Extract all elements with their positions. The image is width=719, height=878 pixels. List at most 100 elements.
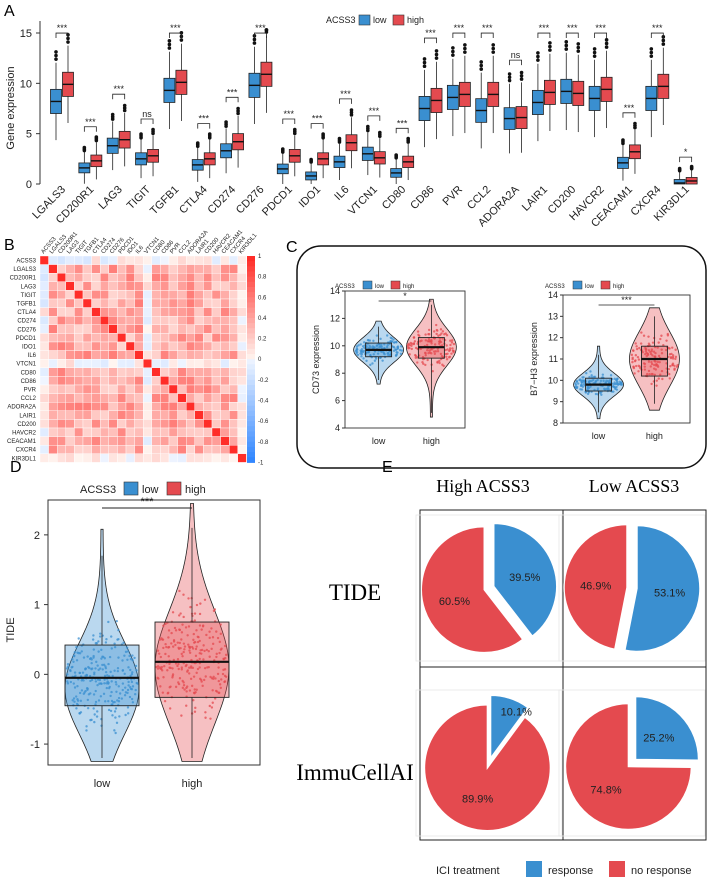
panel-b-cell	[228, 316, 238, 326]
panel-c-point	[634, 354, 638, 357]
panel-c-point	[609, 374, 613, 377]
panel-d-point	[73, 671, 77, 674]
panel-b-cell	[74, 376, 84, 386]
panel-d-point	[88, 674, 92, 678]
panel-c-point	[393, 346, 396, 349]
panel-e-label-no-response: 74.8%	[590, 785, 621, 797]
panel-b-cell	[237, 367, 247, 377]
panel-c-point	[427, 337, 431, 341]
panel-d-point	[156, 665, 160, 668]
panel-d-point	[93, 713, 96, 716]
panel-b-cell	[99, 453, 109, 463]
panel-d-point	[219, 623, 222, 626]
panel-b-cell	[151, 384, 161, 394]
panel-d-point	[131, 659, 134, 662]
panel-a-outlier	[94, 135, 99, 139]
panel-d-point	[123, 694, 127, 697]
panel-b-cell	[151, 290, 161, 300]
panel-d-point	[113, 645, 117, 649]
panel-d-point	[129, 668, 132, 672]
panel-b-cell	[194, 359, 204, 369]
panel-b-cell	[74, 350, 84, 360]
panel-d-point	[185, 704, 188, 707]
panel-a-outlier	[463, 46, 467, 51]
panel-b-colorbar-step	[247, 441, 255, 448]
panel-d-point	[91, 638, 95, 641]
panel-a-outlier	[519, 73, 524, 78]
panel-b-cell	[211, 410, 221, 420]
panel-b-cell	[160, 410, 170, 420]
panel-a-outlier	[422, 60, 427, 65]
panel-b-cell	[82, 333, 92, 343]
panel-d-point	[172, 658, 176, 662]
panel-d-point	[127, 680, 130, 684]
panel-b-cell	[142, 298, 152, 308]
panel-a-outlier	[422, 57, 427, 61]
panel-b-cell	[168, 264, 178, 274]
panel-d-point	[92, 654, 95, 658]
panel-b-cell	[237, 410, 247, 420]
panel-b-row-label: KIR3DL1	[12, 456, 37, 462]
panel-b-cell	[185, 445, 195, 455]
panel-b-cell	[220, 445, 230, 455]
panel-a-outlier	[649, 47, 654, 51]
panel-a-sig-label: ***	[284, 109, 295, 119]
panel-a-outlier	[564, 43, 569, 48]
panel-a-x-tick-label: PDCD1	[260, 184, 295, 219]
panel-a-outlier	[337, 136, 342, 141]
panel-b-cell	[151, 273, 161, 283]
panel-b-cell	[48, 341, 58, 351]
panel-d-point	[82, 656, 86, 659]
panel-c-point	[386, 343, 389, 347]
panel-c-sig-label: *	[403, 291, 407, 301]
panel-d-point	[101, 663, 104, 667]
panel-a-sig-label: ***	[624, 103, 635, 113]
panel-b-cell	[185, 427, 195, 437]
panel-b-cell	[151, 376, 161, 386]
panel-b-cell	[211, 264, 221, 274]
panel-b-cell	[91, 427, 101, 437]
panel-d-point	[198, 666, 201, 669]
panel-c-point	[632, 365, 635, 369]
panel-c-point	[652, 367, 656, 370]
panel-b-cell	[57, 307, 67, 317]
panel-b-cell	[117, 255, 127, 265]
panel-d-point	[162, 624, 165, 627]
panel-b-cell	[228, 419, 238, 429]
panel-c-point	[592, 375, 596, 379]
panel-a-sig-bracket	[339, 98, 352, 104]
panel-d-point	[218, 691, 221, 695]
panel-b-cell	[228, 264, 238, 274]
panel-b-cell	[117, 393, 127, 403]
panel-b-cell	[160, 307, 170, 317]
panel-c-point	[601, 373, 605, 376]
panel-d-point	[75, 659, 79, 662]
panel-b-colorbar-step	[247, 446, 255, 453]
panel-d-plot-frame	[47, 499, 261, 766]
panel-c-point	[437, 334, 440, 337]
panel-c-legend-high: high	[613, 284, 624, 290]
panel-b-cell	[203, 384, 213, 394]
panel-b-cell	[228, 367, 238, 377]
panel-c-point	[427, 328, 431, 332]
panel-b-colorbar-step	[247, 286, 255, 293]
panel-b-row-label: ADORA2A	[7, 405, 36, 411]
panel-b-cell	[39, 350, 49, 360]
panel-d-point	[190, 658, 193, 662]
panel-d-point	[96, 678, 100, 681]
panel-b-cell	[160, 350, 170, 360]
panel-d-point	[167, 655, 170, 658]
panel-d-point	[162, 646, 165, 650]
panel-c-point	[452, 349, 455, 353]
panel-a-outlier	[451, 46, 455, 50]
panel-d-point	[201, 684, 204, 688]
panel-c-point	[375, 344, 378, 348]
panel-b-cell	[57, 324, 67, 334]
panel-d-point	[101, 668, 104, 671]
panel-b-cell	[134, 445, 144, 455]
panel-d-point	[191, 614, 194, 618]
panel-c-point	[643, 365, 647, 368]
panel-d-point	[167, 645, 171, 649]
panel-b-cell	[194, 445, 204, 455]
panel-b-cell	[65, 393, 75, 403]
